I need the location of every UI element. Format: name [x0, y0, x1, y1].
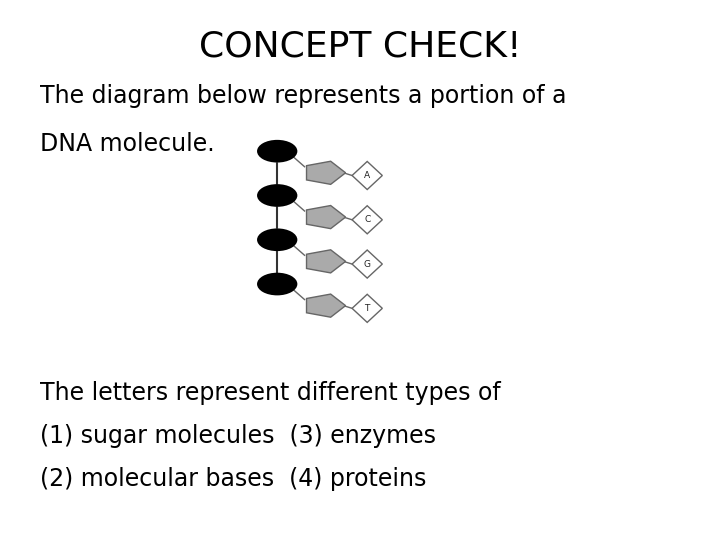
Text: G: G — [364, 260, 371, 268]
Polygon shape — [307, 206, 346, 228]
Ellipse shape — [257, 228, 297, 251]
Text: (1) sugar molecules  (3) enzymes: (1) sugar molecules (3) enzymes — [40, 424, 436, 448]
Text: T: T — [364, 304, 370, 313]
Polygon shape — [307, 161, 346, 184]
Polygon shape — [352, 161, 382, 190]
Polygon shape — [307, 294, 346, 317]
Text: The letters represent different types of: The letters represent different types of — [40, 381, 500, 404]
Polygon shape — [307, 250, 346, 273]
Polygon shape — [352, 250, 382, 278]
Text: (2) molecular bases  (4) proteins: (2) molecular bases (4) proteins — [40, 467, 426, 491]
Ellipse shape — [257, 273, 297, 295]
Ellipse shape — [257, 140, 297, 163]
Ellipse shape — [257, 184, 297, 207]
Text: DNA molecule.: DNA molecule. — [40, 132, 215, 156]
Text: The diagram below represents a portion of a: The diagram below represents a portion o… — [40, 84, 566, 107]
Text: A: A — [364, 171, 370, 180]
Text: CONCEPT CHECK!: CONCEPT CHECK! — [199, 30, 521, 64]
Polygon shape — [352, 294, 382, 322]
Text: C: C — [364, 215, 370, 224]
Polygon shape — [352, 206, 382, 234]
